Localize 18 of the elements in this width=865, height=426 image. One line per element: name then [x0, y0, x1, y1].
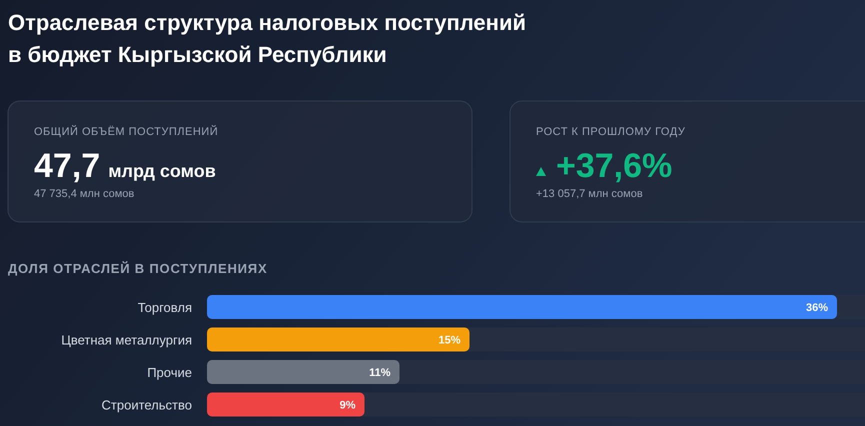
y-tick-label: Торговля: [138, 300, 192, 315]
y-tick-label: Цветная металлургия: [61, 332, 192, 348]
data-label: 15%: [438, 334, 461, 346]
text: млрд сомов: [108, 161, 216, 181]
text: 47 735,4 млн сомов: [34, 188, 134, 200]
bar: [207, 392, 364, 416]
text: +13 057,7 млн сомов: [536, 188, 643, 200]
text: РОСТ К ПРОШЛОМУ ГОДУ: [536, 126, 686, 138]
text: Отраслевая структура налоговых поступлений в бюджет Кыргызской Республики: [8, 10, 526, 67]
y-tick-label: Прочие: [147, 365, 192, 380]
chart-title: ДОЛЯ ОТРАСЛЕЙ В ПОСТУПЛЕНИЯХ: [8, 261, 268, 276]
text: 47,7: [34, 147, 100, 185]
y-tick-label: Строительство: [102, 398, 192, 412]
data-label: 11%: [369, 367, 391, 379]
text: +37,6%: [556, 147, 672, 185]
data-label: 9%: [340, 400, 356, 412]
data-label: 36%: [806, 302, 828, 314]
text: ОБЩИЙ ОБЪЁМ ПОСТУПЛЕНИЙ: [34, 125, 218, 138]
